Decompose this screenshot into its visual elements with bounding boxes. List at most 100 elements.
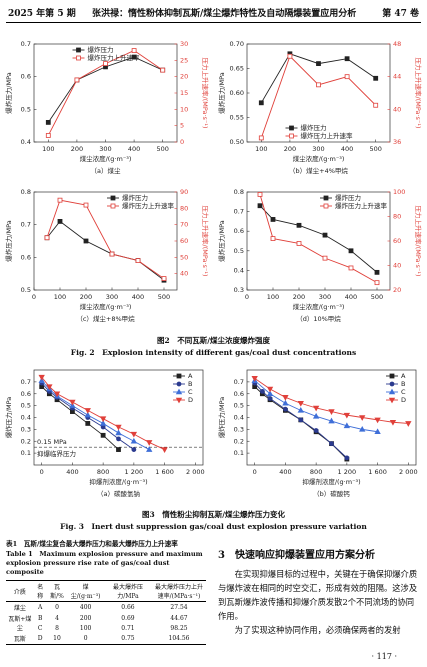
marker [389,373,395,379]
legend-label: 爆炸压力上升速率 [122,201,175,210]
marker [131,447,137,452]
x-axis-label: 抑爆剂浓度/(g·m⁻³) [302,477,360,486]
td: 8 [55,624,59,632]
y-tick-label: 0.4 [21,138,31,146]
marker [388,397,396,404]
y-tick-label: 0.65 [230,65,244,73]
marker [115,429,122,436]
legend-label: C [401,388,406,396]
marker [359,425,366,432]
td: 0.71 [121,624,135,632]
chart-caption: （b）碳酸钙 [313,489,350,498]
marker [45,120,51,125]
td: 瓦斯 [13,636,26,643]
marker [373,102,379,108]
x-tick-label: 300 [319,293,331,301]
x-tick-label: 200 [80,293,92,301]
figure-title-en: Fig. 3 Inert dust suppression gas/coal d… [60,522,367,531]
x-tick-label: 400 [128,145,140,153]
x-tick-label: 500 [156,145,168,153]
td: 0.66 [121,604,135,611]
marker [175,388,183,395]
marker [131,48,137,53]
marker [161,276,167,281]
marker [316,82,321,88]
y-axis-label: 爆炸压力/MPa [4,220,13,261]
marker [131,54,137,60]
series-line [46,199,165,279]
marker [348,248,354,254]
y2-tick-label: 60 [180,237,188,245]
marker [343,412,351,419]
marker [176,373,182,379]
x-tick-label: 1 600 [155,468,174,476]
th: 煤尘/(g·m⁻³) [70,584,101,600]
td: 44.67 [170,614,188,622]
y-axis-label: 爆炸压力/MPa [217,220,226,261]
marker [405,421,412,427]
y-tick-label: 0.2 [21,437,31,445]
x-tick-label: 0 [40,468,44,476]
td: 0.75 [121,635,135,642]
marker [130,437,138,444]
y-tick-label: 0.7 [234,378,244,386]
y-tick-label: 0.4 [21,414,31,422]
y-tick-label: 0.8 [21,188,31,196]
marker [99,420,107,426]
marker [388,388,396,395]
marker [258,100,264,106]
x-tick-label: 300 [99,145,111,153]
section: 3 快速响应抑爆装置应用方案分析 在实现抑爆目标的过程中，关键在于确保抑爆介质与… [218,546,421,637]
legend-label: D [188,396,193,404]
marker [146,446,153,452]
td: 104.56 [168,635,190,642]
y-axis-label: 爆炸压力/MPa [4,397,13,438]
y2-tick-label: 15 [180,89,188,97]
marker [287,53,293,59]
y2-tick-label: 40 [393,105,401,113]
marker [282,399,289,406]
marker [76,47,81,53]
marker [373,75,379,81]
th: 瓦斯/% [50,584,64,600]
y-tick-label: 0.5 [234,402,244,410]
x-tick-label: 2 000 [399,468,418,476]
marker [296,222,302,228]
y-tick-label: 0.1 [234,449,244,457]
threshold-note: 抑爆临界压力 [37,449,76,458]
td: C [37,624,43,632]
y-tick-label: 0.3 [234,286,244,294]
marker [257,192,263,197]
y-tick-label: 0.4 [234,414,244,422]
marker [110,195,116,201]
marker [175,397,183,404]
marker [100,432,106,438]
x-axis-label: 煤尘浓度/(g·m⁻³) [80,154,132,163]
td: 4 [55,614,59,622]
x-axis-label: 煤尘浓度/(g·m⁻³) [293,154,345,163]
table-title: 表1 瓦斯/煤尘复合最大爆炸压力和最大爆炸压力上升速率 [6,540,178,548]
chart-caption: （b）煤尘+4%甲烷 [289,166,348,175]
legend-label: A [188,372,193,380]
x-tick-label: 300 [312,145,324,153]
y-tick-label: 0.4 [234,266,244,274]
marker [374,269,380,275]
marker [289,133,294,139]
paragraph: 在实现抑爆目标的过程中，关键在于确保抑爆介质与爆炸波在相同的时空交汇，形成有效的… [218,569,418,621]
marker [146,440,153,446]
marker [38,374,45,381]
y2-tick-label: 30 [180,40,188,48]
marker [322,255,328,261]
series-line [259,194,378,284]
x-axis-label: 煤尘浓度/(g·m⁻³) [80,302,132,311]
marker [359,415,366,421]
x-tick-label: 200 [71,145,83,153]
marker [344,455,350,461]
x-tick-label: 400 [66,468,78,476]
marker [389,381,395,387]
y-tick-label: 0.6 [234,227,244,235]
td: A [38,604,43,611]
marker [297,406,304,413]
y2-tick-label: 50 [180,253,188,261]
x-tick-label: 800 [97,468,109,476]
